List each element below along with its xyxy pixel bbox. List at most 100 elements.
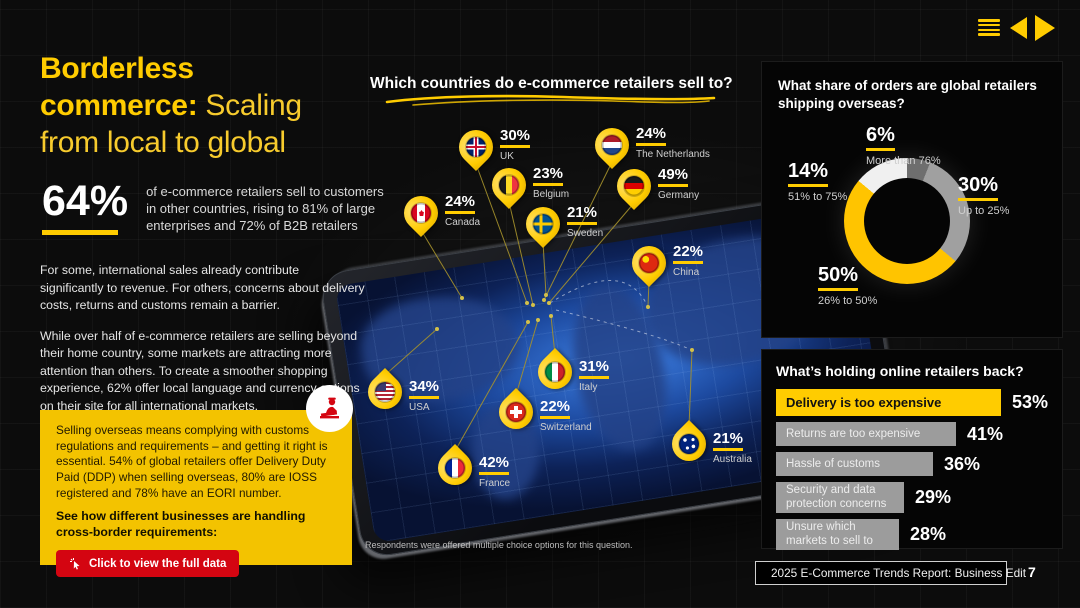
donut-panel-title: What share of orders are global retailer… [778,78,1037,111]
body-text: For some, international sales already co… [40,262,366,416]
pin-pct: 24% [636,125,667,146]
donut-range: More than 76% [866,155,941,167]
donut-pct: 50% [818,264,859,291]
title-line1: Borderless [40,52,194,85]
donut-range: 26% to 50% [818,295,878,307]
report-search-box[interactable]: 2025 E-Commerce Trends Report: Business … [755,561,1026,585]
stat-text: of e-commerce retailers sell to customer… [146,184,384,233]
pin-china: 22% China [624,238,704,288]
bar-pct: 53% [1011,392,1048,413]
flag-belgium-icon [499,175,519,195]
title-line2-bold: commerce: [40,89,198,122]
flag-france-icon [445,458,465,478]
bar-label: Delivery is too expensive [786,395,942,411]
pin-pct: 21% [713,430,744,451]
donut-chart [844,158,970,284]
flag-canada-icon [411,203,431,223]
view-full-data-button[interactable]: Click to view the full data [56,550,240,578]
bar-label: Hassle of customs [786,457,880,470]
title-line3: from local to global [40,126,286,159]
page-title: Borderless commerce: Scaling from local … [40,50,380,161]
headline-stat: 64% of e-commerce retailers sell to cust… [42,180,384,235]
callout-box: Selling overseas means complying with cu… [40,410,352,578]
donut-pct: 6% [866,124,895,151]
paragraph-2: While over half of e-commerce retailers … [40,328,360,414]
prev-page-arrow-icon[interactable] [1010,17,1027,39]
pin-pct: 22% [540,398,571,419]
pin-country: Switzerland [540,422,592,433]
pin-france: 42% France [430,443,510,493]
donut-pct: 14% [788,160,829,187]
map-footnote: Respondents were offered multiple choice… [365,540,633,550]
pin-germany: 49% Germany [609,161,699,211]
stat-value: 64% [42,177,129,225]
pin-sweden: 21% Sweden [518,199,603,249]
donut-label-50: 50% 26% to 50% [818,264,877,307]
pin-pct: 23% [533,165,564,186]
bar-pct: 41% [967,423,1004,444]
menu-icon[interactable] [978,19,1000,36]
donut-pct: 30% [958,174,999,201]
pin-italy: 31% Italy [530,347,610,397]
bar-label: Security and data protection concerns [786,484,887,510]
pin-pct: 30% [500,127,531,148]
bar-pct: 29% [915,487,952,508]
flag-usa-icon [375,382,395,402]
scribble-underline [385,94,716,106]
pin-australia: 21% Australia [664,419,752,469]
view-full-data-label: Click to view the full data [89,557,227,570]
flag-sweden-icon [533,214,553,234]
flag-china-icon [639,253,659,273]
map-section-title: Which countries do e-commerce retailers … [370,75,733,92]
bar-label: Unsure which markets to sell to [786,521,873,547]
pin-country: The Netherlands [636,149,710,160]
pin-country: Italy [579,382,598,393]
donut-range: Up to 25% [958,205,1010,217]
pin-pct: 24% [445,193,476,214]
pin-pct: 22% [673,243,704,264]
title-line2-regular: Scaling [197,89,302,122]
bar-row: Delivery is too expensive 53% [776,389,1048,417]
bar-label: Returns are too expensive [786,427,921,440]
callout-bold-text: See how different businesses are handlin… [56,509,306,540]
bar-pct: 36% [944,453,981,474]
bar-pct: 28% [910,524,947,545]
flag-germany-icon [624,176,644,196]
flag-uk-icon [466,137,486,157]
pin-country: USA [409,402,430,413]
customs-officer-icon [320,397,339,419]
donut-label-14: 14% 51% to 75% [788,160,847,203]
pin-uk: 30% UK [451,122,531,172]
bar-row: Returns are too expensive 41% [776,422,1048,447]
customs-officer-badge [306,385,353,432]
pin-switzerland: 22% Switzerland [491,387,592,437]
pin-country: Sweden [567,228,604,239]
paragraph-1: For some, international sales already co… [40,263,365,313]
pin-country: Germany [658,190,700,201]
bar-row: Hassle of customs 36% [776,452,1048,477]
pin-pct: 34% [409,378,440,399]
pin-pct: 49% [658,166,689,187]
pin-pct: 42% [479,454,510,475]
flag-switzerland-icon [506,402,526,422]
barriers-panel-title: What’s holding online retailers back? [776,363,1024,379]
pin-pct: 31% [579,358,610,379]
donut-label-6: 6% More than 76% [866,124,941,167]
bar-row: Security and data protection concerns 29… [776,482,1048,514]
donut-range: 51% to 75% [788,191,848,203]
donut-panel: What share of orders are global retailer… [762,62,1062,337]
stat-underline [42,230,118,235]
pin-country: Canada [445,217,481,228]
flag-italy-icon [545,362,565,382]
barriers-panel: What’s holding online retailers back? De… [762,350,1062,551]
next-page-arrow-icon[interactable] [1035,15,1055,41]
flag-australia-icon [679,434,699,454]
barriers-bars: Delivery is too expensive 53% Returns ar… [776,389,1048,551]
cursor-click-icon [70,558,80,570]
page-number: 7 [1028,564,1036,580]
flag-netherlands-icon [602,135,622,155]
pin-country: Belgium [533,189,570,200]
pin-usa: 34% USA [360,367,440,417]
donut-hole [864,178,950,264]
pin-canada: 24% Canada [396,188,480,238]
